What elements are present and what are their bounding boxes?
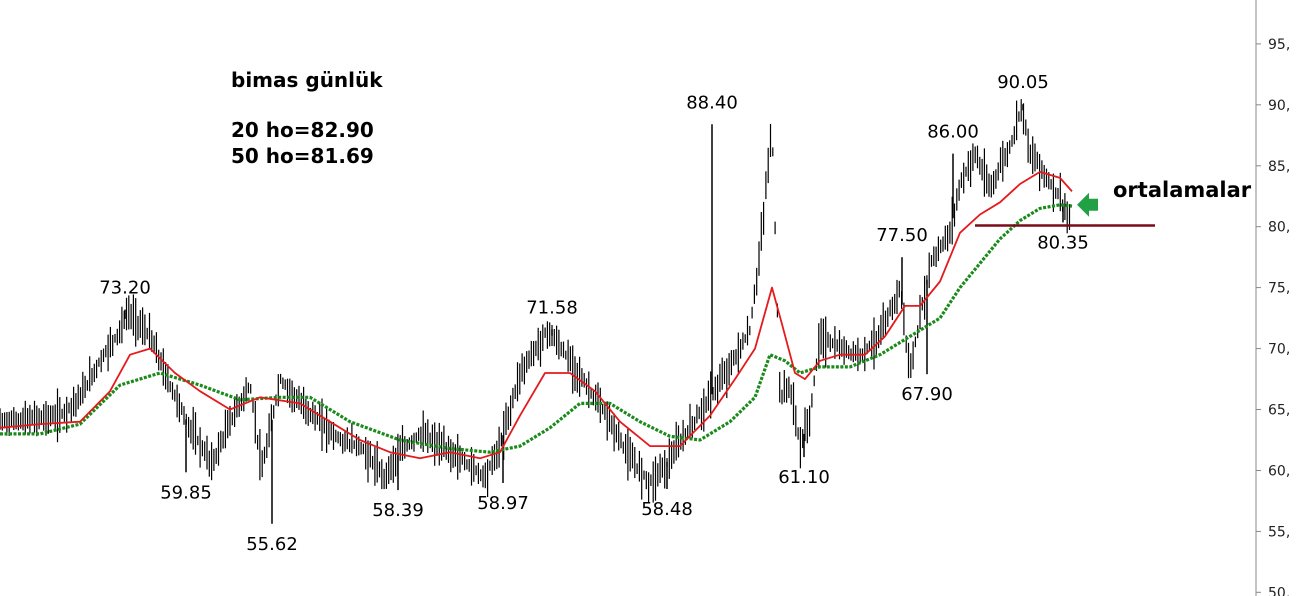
price-annotation: 90.05	[997, 72, 1049, 93]
price-annotation: 58.48	[641, 499, 693, 520]
price-annotation: 58.97	[477, 493, 529, 514]
arrow-left-icon	[1077, 192, 1098, 217]
ma20-line	[0, 171, 1073, 460]
price-annotation: 88.40	[686, 92, 738, 113]
chart-title: bimas günlük	[231, 68, 383, 92]
y-tick-label: 55,	[1268, 524, 1290, 540]
ortalamalar-label: ortalamalar	[1113, 178, 1252, 202]
y-tick-label: 80,	[1268, 220, 1290, 236]
price-series	[0, 99, 1071, 524]
y-tick-label: 90,	[1268, 98, 1290, 114]
ma20-label: 20 ho=82.90	[231, 118, 374, 142]
price-annotation: 55.62	[246, 534, 298, 555]
price-annotation: 86.00	[927, 122, 979, 143]
price-annotation: 71.58	[526, 297, 578, 318]
ortalamalar-callout: ortalamalar	[1077, 178, 1252, 217]
y-tick-label: 75,	[1268, 281, 1290, 297]
y-tick-label: 95,	[1268, 37, 1290, 53]
ma50-line	[0, 203, 1073, 454]
y-tick-label: 60,	[1268, 464, 1290, 480]
price-annotations: 73.20 59.85 55.62 58.39 58.97 71.58 58.48 88.40…	[99, 72, 1089, 555]
y-tick-label: 85,	[1268, 159, 1290, 175]
y-tick-label: 65,	[1268, 403, 1290, 419]
y-tick-label: 50,	[1268, 585, 1290, 596]
moving-averages	[0, 171, 1073, 460]
price-annotation: 59.85	[160, 482, 212, 503]
y-axis: 95, 90, 85, 80, 75, 70, 65, 60, 55, 50,	[1255, 0, 1290, 596]
ma50-label: 50 ho=81.69	[231, 144, 374, 168]
price-annotation: 80.35	[1037, 232, 1089, 253]
price-annotation: 61.10	[778, 467, 830, 488]
price-annotation: 73.20	[99, 278, 151, 299]
y-tick-label: 70,	[1268, 342, 1290, 358]
price-annotation: 77.50	[876, 225, 928, 246]
price-annotation: 58.39	[372, 500, 424, 521]
price-annotation: 67.90	[901, 384, 953, 405]
